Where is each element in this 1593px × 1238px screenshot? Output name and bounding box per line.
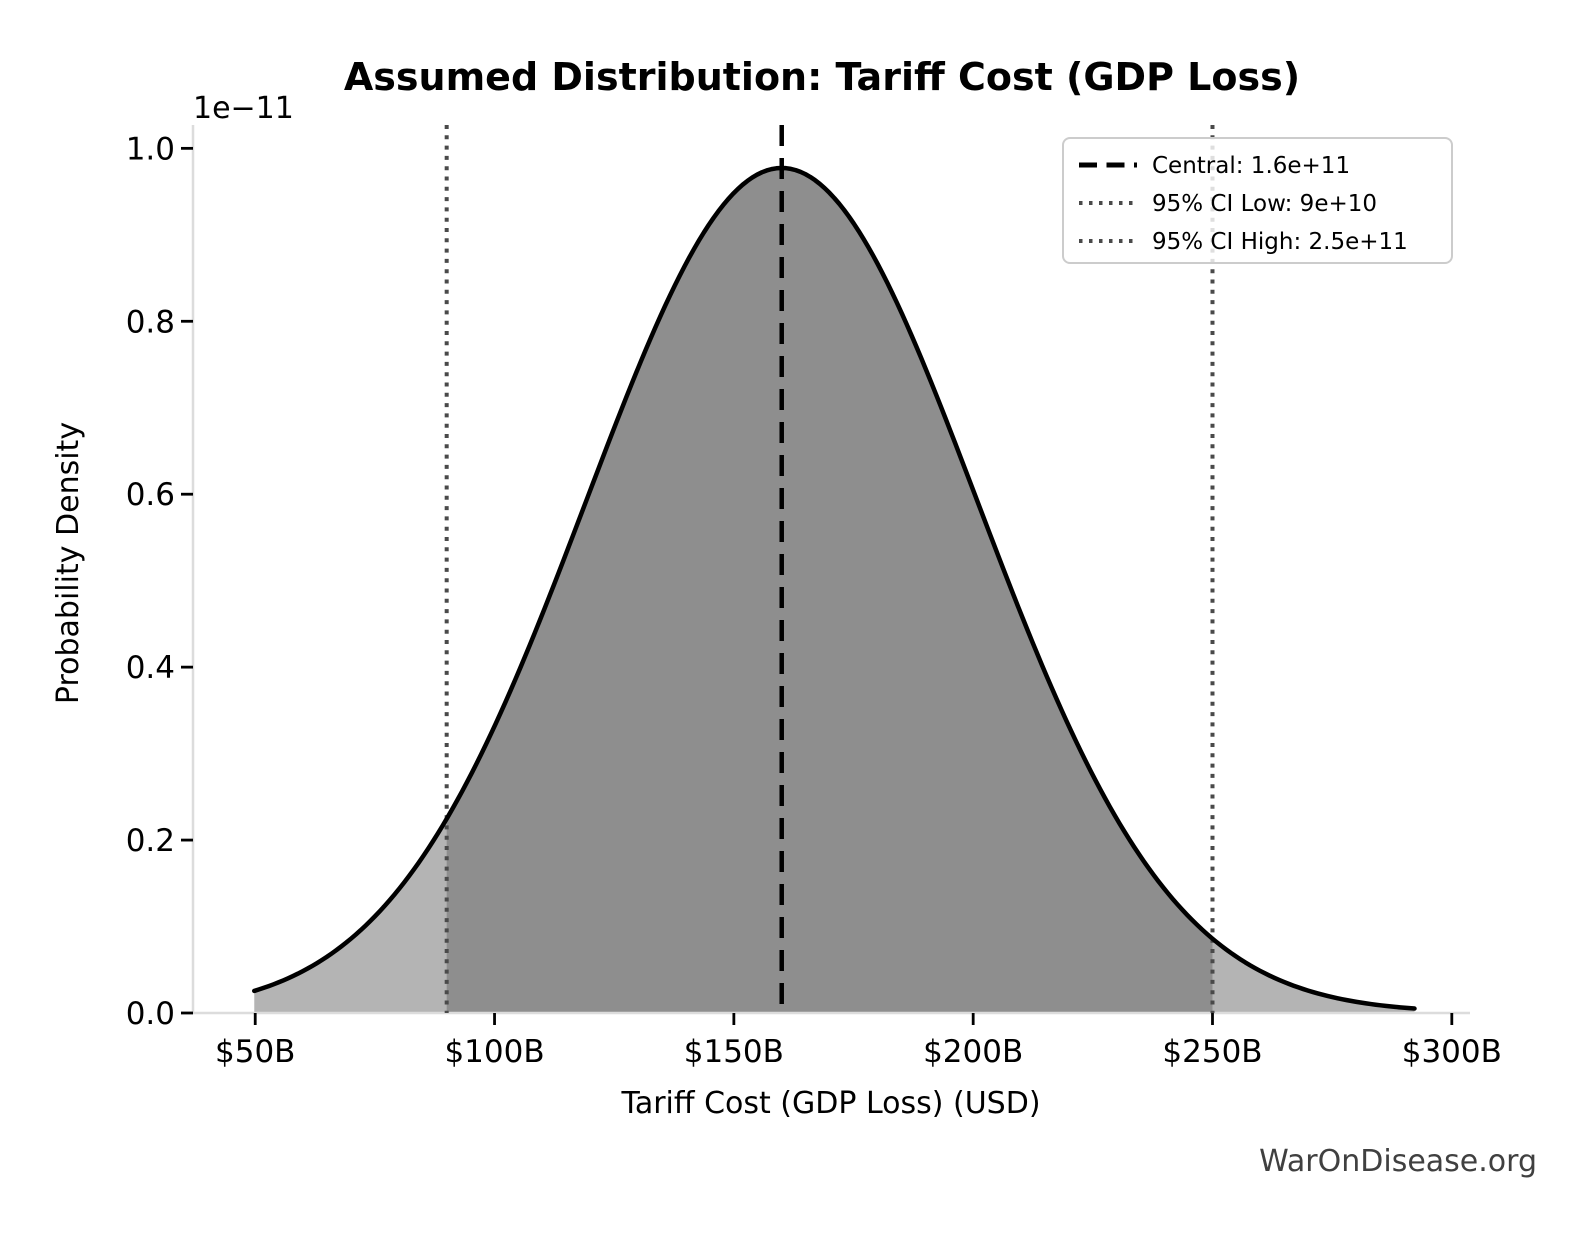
chart-title: Assumed Distribution: Tariff Cost (GDP L… — [344, 55, 1300, 99]
x-tick-label: $250B — [1162, 1034, 1262, 1070]
legend-item-label: Central: 1.6e+11 — [1152, 153, 1350, 179]
legend-item-label: 95% CI Low: 9e+10 — [1152, 191, 1377, 217]
y-tick-label: 0.8 — [126, 304, 175, 340]
y-tick-label: 1.0 — [126, 131, 175, 167]
x-tick-label: $100B — [444, 1034, 544, 1070]
x-tick-label: $200B — [923, 1034, 1023, 1070]
y-tick-label: 0.6 — [126, 477, 175, 513]
watermark-text: WarOnDisease.org — [1259, 1144, 1537, 1179]
y-tick-label: 0.4 — [126, 650, 175, 686]
ci-fill-dark — [446, 167, 1213, 1014]
y-tick-label: 0.0 — [126, 996, 175, 1032]
y-axis-offset-label: 1e−11 — [193, 91, 294, 126]
chart-dynamic-layer: $50B $100B $150B $200B $250B $300B 0.0 0.2 0.4 0.… — [126, 125, 1502, 1070]
x-tick-label: $300B — [1402, 1034, 1502, 1070]
y-axis-label: Probability Density — [51, 422, 86, 704]
x-tick-label: $50B — [215, 1034, 295, 1070]
legend-item-label: 95% CI High: 2.5e+11 — [1152, 229, 1408, 255]
x-tick-label: $150B — [684, 1034, 784, 1070]
legend-box — [1062, 137, 1453, 264]
y-tick-label: 0.2 — [126, 823, 175, 859]
density-curve — [252, 165, 1417, 1011]
x-axis-label: Tariff Cost (GDP Loss) (USD) — [620, 1086, 1040, 1121]
